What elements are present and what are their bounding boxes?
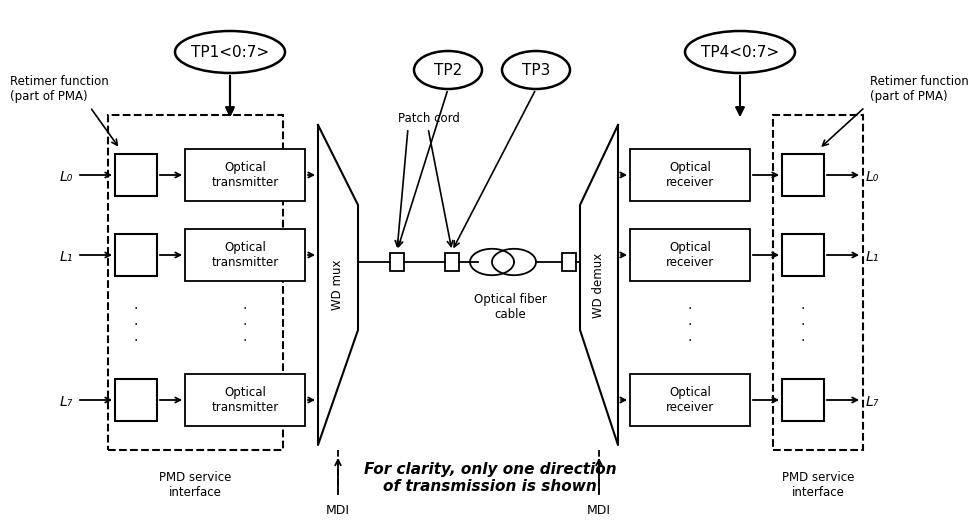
Text: Retimer function
(part of PMA): Retimer function (part of PMA) <box>869 75 968 103</box>
Ellipse shape <box>684 31 795 73</box>
Text: TP1<0:7>: TP1<0:7> <box>191 44 268 59</box>
Text: ·
·
·: · · · <box>134 302 138 348</box>
Text: L₇: L₇ <box>59 395 73 409</box>
Bar <box>115 234 157 276</box>
Bar <box>629 374 749 426</box>
Text: Optical
receiver: Optical receiver <box>665 386 713 414</box>
Text: Optical
transmitter: Optical transmitter <box>211 161 278 189</box>
Ellipse shape <box>502 51 570 89</box>
Bar <box>561 253 576 271</box>
Bar <box>115 154 157 196</box>
Text: Optical
receiver: Optical receiver <box>665 161 713 189</box>
Text: ·
·
·: · · · <box>800 302 804 348</box>
Ellipse shape <box>414 51 482 89</box>
Bar <box>781 234 823 276</box>
Text: Optical fiber
cable: Optical fiber cable <box>473 293 546 321</box>
Bar <box>781 154 823 196</box>
Bar <box>445 253 458 271</box>
Bar <box>629 149 749 201</box>
Text: MDI: MDI <box>326 503 350 516</box>
Text: PMD service
interface: PMD service interface <box>159 471 231 499</box>
Ellipse shape <box>174 31 285 73</box>
Text: TP4<0:7>: TP4<0:7> <box>701 44 778 59</box>
Text: WD demux: WD demux <box>592 252 605 318</box>
Bar <box>185 374 304 426</box>
Text: ·
·
·: · · · <box>242 302 247 348</box>
Text: Optical
transmitter: Optical transmitter <box>211 241 278 269</box>
Text: Optical
transmitter: Optical transmitter <box>211 386 278 414</box>
Text: Patch cord: Patch cord <box>397 111 459 125</box>
Bar <box>781 379 823 421</box>
Text: L₁: L₁ <box>865 250 879 264</box>
Text: For clarity, only one direction
of transmission is shown: For clarity, only one direction of trans… <box>363 462 615 494</box>
Text: L₇: L₇ <box>865 395 879 409</box>
Text: L₀: L₀ <box>865 170 879 184</box>
Bar <box>390 253 403 271</box>
Bar <box>115 379 157 421</box>
Bar <box>629 229 749 281</box>
Bar <box>108 115 283 450</box>
Text: L₀: L₀ <box>59 170 73 184</box>
Bar <box>772 115 862 450</box>
Text: TP2: TP2 <box>433 63 461 78</box>
Text: L₁: L₁ <box>59 250 73 264</box>
Text: WD mux: WD mux <box>331 260 344 310</box>
Text: MDI: MDI <box>586 503 610 516</box>
Text: PMD service
interface: PMD service interface <box>781 471 854 499</box>
Text: TP3: TP3 <box>521 63 549 78</box>
Text: Optical
receiver: Optical receiver <box>665 241 713 269</box>
Bar <box>185 229 304 281</box>
Text: Retimer function
(part of PMA): Retimer function (part of PMA) <box>10 75 109 103</box>
Bar <box>185 149 304 201</box>
Text: ·
·
·: · · · <box>687 302 692 348</box>
